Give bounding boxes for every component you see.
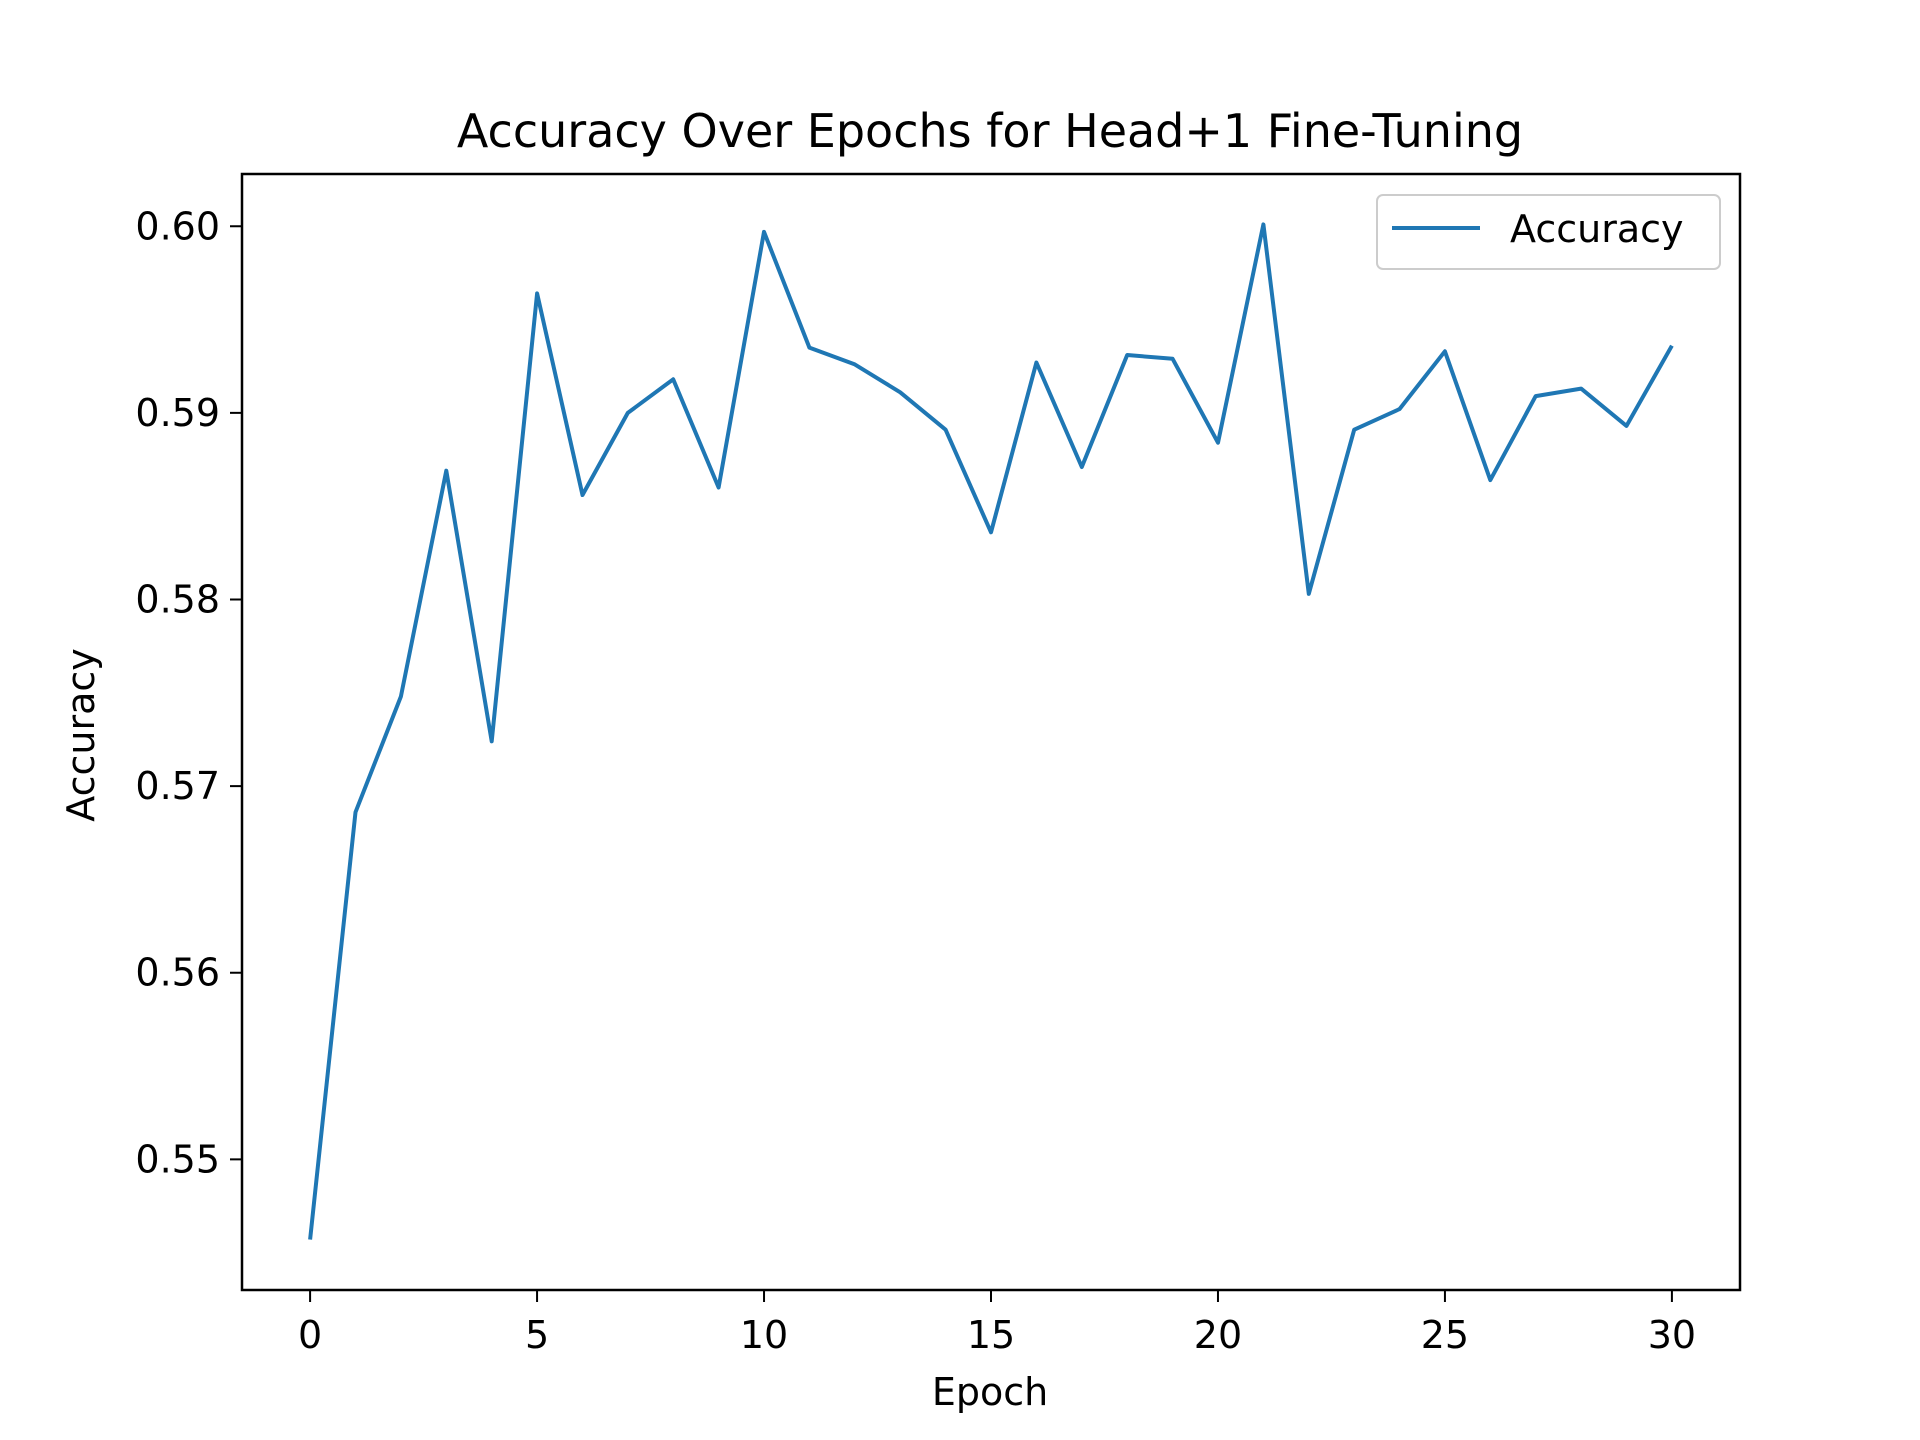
legend-label-accuracy: Accuracy bbox=[1510, 207, 1684, 251]
x-tick-label: 25 bbox=[1421, 1313, 1469, 1357]
y-tick-label: 0.59 bbox=[135, 391, 220, 435]
y-tick-label: 0.57 bbox=[135, 764, 220, 808]
x-tick-label: 5 bbox=[525, 1313, 549, 1357]
legend: Accuracy bbox=[1376, 194, 1721, 270]
x-tick-label: 15 bbox=[967, 1313, 1015, 1357]
x-axis-label: Epoch bbox=[932, 1370, 1048, 1414]
x-tick-label: 10 bbox=[740, 1313, 788, 1357]
x-tick-label: 30 bbox=[1648, 1313, 1696, 1357]
axes-frame bbox=[240, 172, 1742, 1292]
chart-title: Accuracy Over Epochs for Head+1 Fine-Tun… bbox=[457, 104, 1523, 158]
series-line-accuracy bbox=[308, 222, 1674, 1240]
x-tick-label: 20 bbox=[1194, 1313, 1242, 1357]
y-tick-label: 0.55 bbox=[135, 1137, 220, 1181]
series-layer bbox=[308, 222, 1674, 1240]
x-axis-ticks: 0 5 10 15 20 25 30 bbox=[298, 1290, 1696, 1357]
x-tick-label: 0 bbox=[298, 1313, 322, 1357]
legend-box bbox=[1376, 194, 1721, 270]
y-tick-label: 0.60 bbox=[135, 204, 220, 248]
y-axis-label: Accuracy bbox=[59, 648, 103, 822]
y-axis-ticks: 0.55 0.56 0.57 0.58 0.59 0.60 bbox=[135, 204, 242, 1181]
y-tick-label: 0.56 bbox=[135, 951, 220, 995]
y-tick-label: 0.58 bbox=[135, 577, 220, 621]
